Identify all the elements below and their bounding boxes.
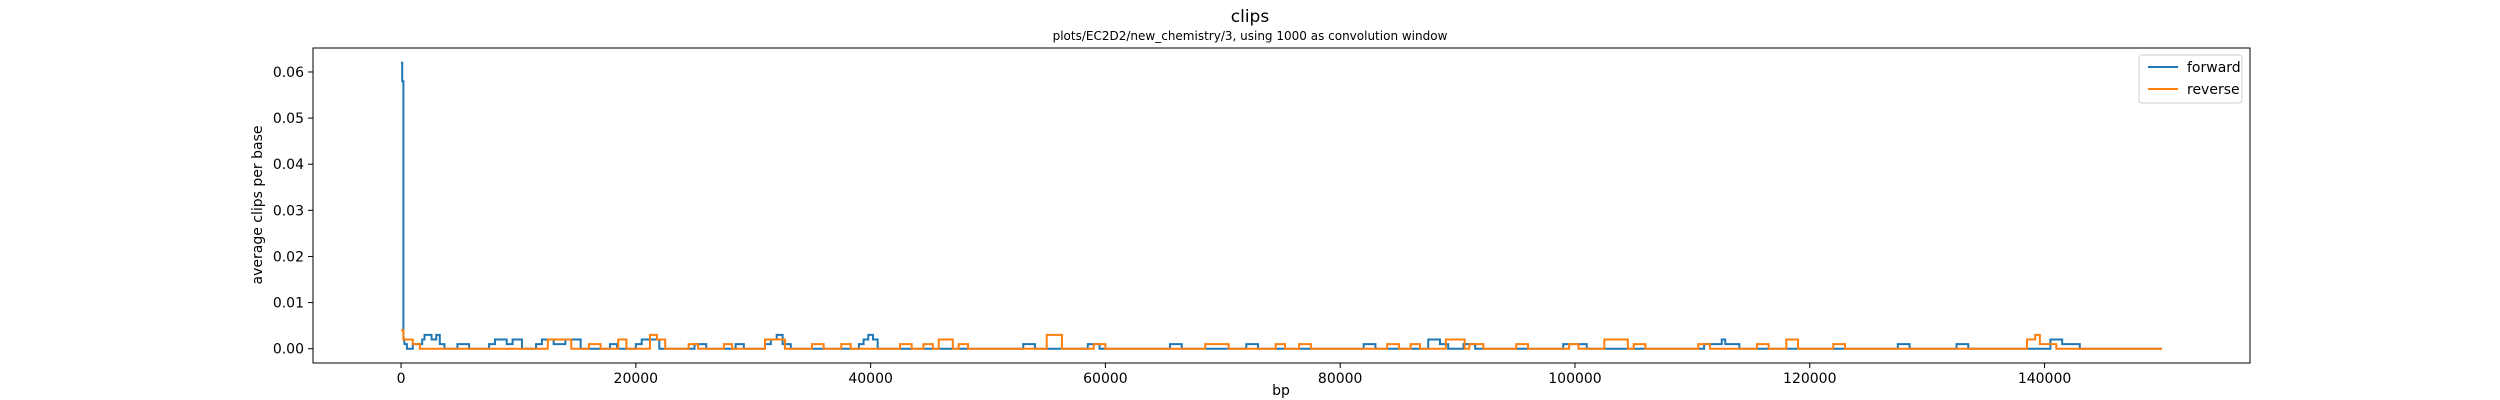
y-tick-label: 0.05 [273, 111, 304, 127]
y-tick-label: 0.04 [273, 157, 304, 173]
y-axis-label: average clips per base [250, 126, 266, 285]
y-axis: 0.00 0.01 0.02 0.03 0.04 0.05 0.06 [273, 65, 313, 358]
x-tick-label: 100000 [1548, 371, 1601, 387]
x-tick-label: 0 [397, 371, 406, 387]
plot-area [312, 47, 2251, 364]
y-tick-label: 0.02 [273, 249, 304, 265]
legend: forward reverse [2138, 54, 2243, 104]
legend-label-reverse: reverse [2187, 82, 2240, 98]
y-tick-label: 0.06 [273, 65, 304, 81]
x-tick-label: 120000 [1783, 371, 1836, 387]
x-axis-label: bp [1272, 383, 1290, 399]
x-tick-label: 60000 [1083, 371, 1128, 387]
series-layer [401, 61, 2162, 350]
y-tick-label: 0.00 [273, 342, 304, 358]
x-tick-label: 140000 [2018, 371, 2071, 387]
y-tick-label: 0.01 [273, 296, 304, 312]
x-tick-label: 20000 [614, 371, 659, 387]
x-axis: 0 20000 40000 60000 80000 100000 120000 140000 [397, 363, 2071, 387]
chart-subtitle: plots/EC2D2/new_chemistry/3, using 1000 … [1053, 29, 1448, 43]
chart-title: clips [1231, 7, 1270, 27]
plot-frame [312, 47, 2251, 364]
series-line-reverse [401, 329, 2162, 350]
y-tick-label: 0.03 [273, 203, 304, 219]
series-line-forward [401, 61, 2162, 350]
x-tick-label: 80000 [1318, 371, 1363, 387]
x-tick-label: 40000 [848, 371, 893, 387]
legend-label-forward: forward [2187, 60, 2241, 76]
